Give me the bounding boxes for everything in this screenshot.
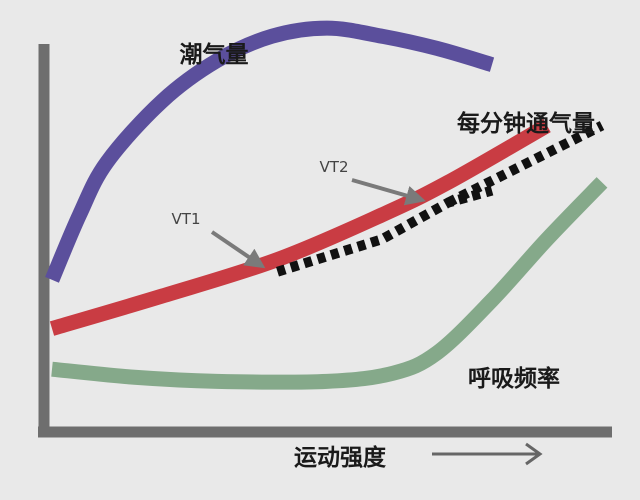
annotation-label-1: VT2	[320, 158, 349, 176]
series-line-4	[51, 177, 608, 390]
series-line-3	[445, 121, 605, 208]
x-axis-arrow-head	[525, 442, 543, 466]
series-line-1	[49, 119, 551, 336]
series-label-1: 每分钟通气量	[457, 110, 595, 137]
annotation-arrow-0	[210, 230, 266, 269]
series-label-4: 呼吸频率	[468, 365, 560, 392]
annotation-label-0: VT1	[172, 210, 201, 228]
x-axis-label: 运动强度	[294, 444, 387, 471]
series-line-2	[276, 185, 494, 277]
annotation-arrow-1	[351, 178, 426, 206]
series-label-0: 潮气量	[180, 41, 249, 68]
series-line-0	[45, 20, 495, 283]
